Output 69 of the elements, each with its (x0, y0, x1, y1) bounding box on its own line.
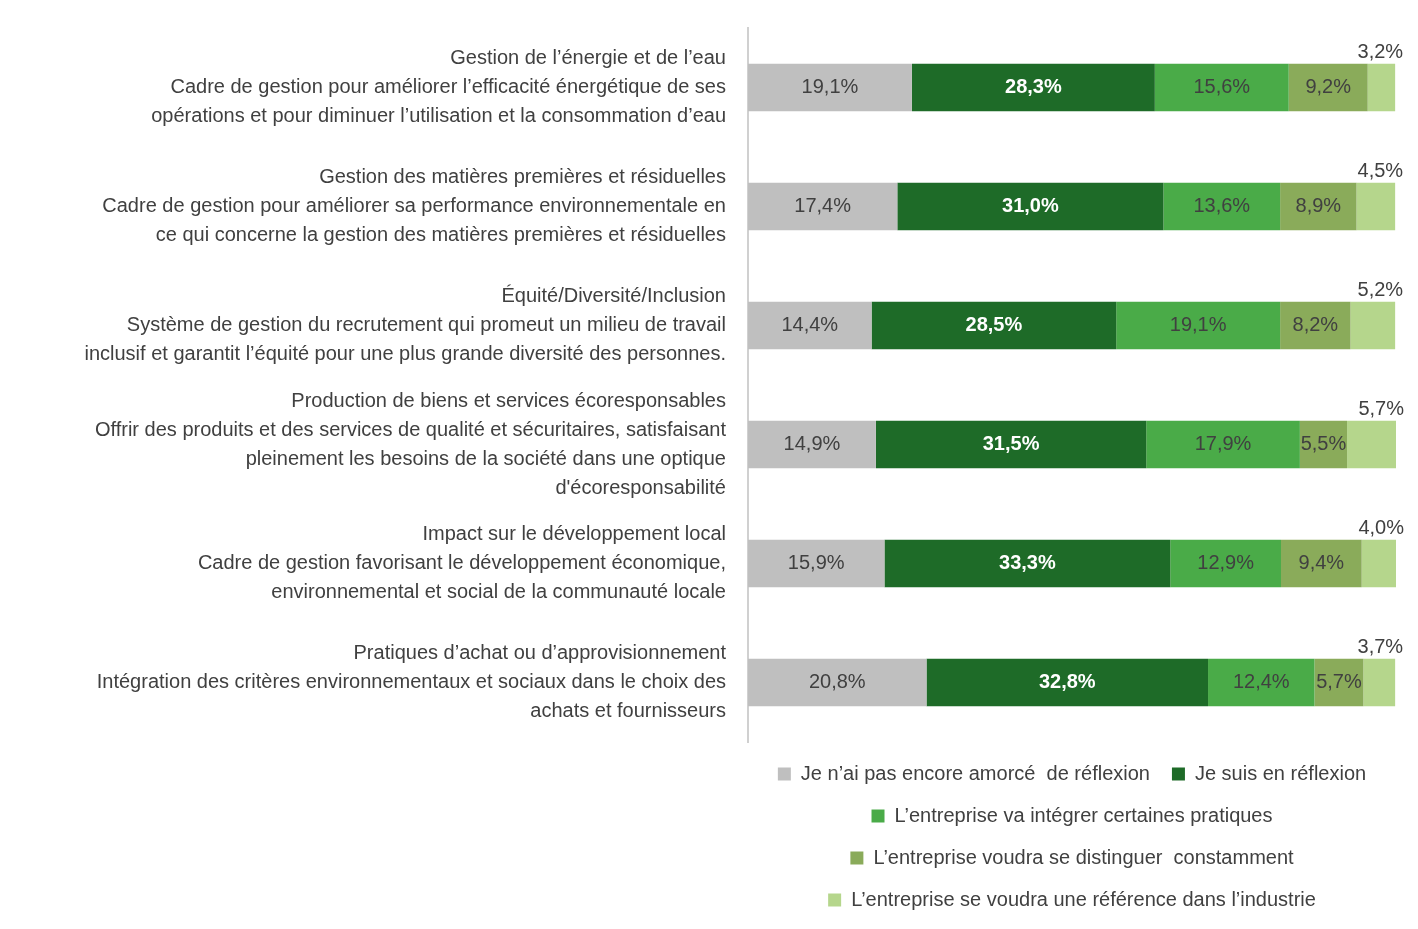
data-label: 8,2% (1292, 313, 1339, 336)
bar (1146, 420, 1300, 469)
bar (1367, 63, 1396, 112)
bar (1356, 182, 1396, 231)
data-label: 14,4% (781, 313, 839, 336)
data-label: 9,2% (1305, 75, 1352, 98)
data-label: 31,0% (1002, 194, 1059, 217)
bar (1163, 182, 1281, 231)
bar (748, 420, 876, 469)
bar (1347, 420, 1396, 469)
y-tick-label: Gestion des matières premières et résiduelles Cadre de gestion pour améliorer sa performance environnementale en ce qui concerne la gestion des matières premières et résiduelles (102, 165, 726, 246)
y-tick-label: Pratiques d’achat ou d’approvisionnement Intégration des critères environnementaux et sociaux dans le choix des achats et fournisseurs (96, 641, 727, 722)
bar (926, 658, 1209, 707)
data-label: 4,5% (1357, 159, 1404, 182)
data-label: 17,4% (794, 194, 852, 217)
bar (871, 301, 1117, 350)
bar (748, 63, 912, 112)
legend-label: Je n’ai pas encore amorcé de réflexion (800, 761, 1150, 784)
data-label: 19,1% (1169, 313, 1227, 336)
bar (1170, 539, 1281, 588)
data-label: 5,2% (1357, 278, 1404, 301)
data-label: 9,4% (1298, 551, 1345, 574)
data-label: 14,9% (783, 432, 841, 455)
data-label: 15,9% (787, 551, 845, 574)
bar (911, 63, 1155, 112)
data-label: 4,0% (1358, 516, 1405, 539)
y-tick-label: Production de biens et services écoresponsables Offrir des produits et des services de qualité et sécuritaires, satisfaisant pleinement les besoins de la société dans une optique d'écoresponsabilité (94, 388, 727, 498)
y-tick-label: Équité/Diversité/Inclusion Système de gestion du recrutement qui promeut un milieu de travail inclusif et garantit l’équité pour une plus grande diversité des personnes. (84, 284, 726, 365)
data-label: 8,9% (1295, 194, 1342, 217)
data-label: 31,5% (982, 432, 1040, 455)
y-tick-label: Gestion de l’énergie et de l’eau Cadre de gestion pour améliorer l’efficacité énergétique de ses opérations et pour diminuer l’utilisation et la consommation d’eau (151, 46, 726, 127)
data-label: 3,2% (1357, 40, 1404, 63)
bar (1154, 63, 1289, 112)
bar (875, 420, 1147, 469)
bar (897, 182, 1164, 231)
data-label: 12,9% (1197, 551, 1255, 574)
bar (748, 658, 927, 707)
data-label: 15,6% (1193, 75, 1251, 98)
bar (748, 301, 872, 350)
bar (1361, 539, 1396, 588)
bar (1280, 301, 1351, 350)
bar (1350, 301, 1396, 350)
bar (884, 539, 1171, 588)
legend-label: Je suis en réflexion (1194, 761, 1367, 784)
data-label: 5,5% (1300, 432, 1347, 455)
data-label: 13,6% (1193, 194, 1251, 217)
bar (1280, 539, 1362, 588)
bar (1116, 301, 1281, 350)
data-label: 3,7% (1357, 635, 1404, 658)
data-label: 28,3% (1005, 75, 1062, 98)
data-label: 17,9% (1194, 432, 1252, 455)
data-label: 20,8% (808, 670, 866, 693)
data-label: 19,1% (801, 75, 859, 98)
data-label: 28,5% (965, 313, 1023, 336)
legend-label: L’entreprise se voudra une référence dans l’industrie (851, 887, 1316, 910)
data-label: 5,7% (1316, 670, 1362, 693)
bar (1363, 658, 1396, 707)
data-label: 32,8% (1038, 670, 1096, 693)
legend-label: L’entreprise voudra se distinguer constamment (873, 845, 1295, 868)
data-label: 5,7% (1358, 397, 1405, 420)
bar (748, 182, 898, 231)
y-tick-label: Impact sur le développement local Cadre de gestion favorisant le développement économique, environnemental et social de la communauté locale (197, 522, 726, 603)
bar (748, 539, 885, 588)
legend-label: L’entreprise va intégrer certaines pratiques (894, 803, 1273, 826)
bar (1280, 182, 1357, 231)
bar (1208, 658, 1315, 707)
data-label: 12,4% (1232, 670, 1290, 693)
data-label: 33,3% (999, 551, 1056, 574)
bar (1288, 63, 1368, 112)
